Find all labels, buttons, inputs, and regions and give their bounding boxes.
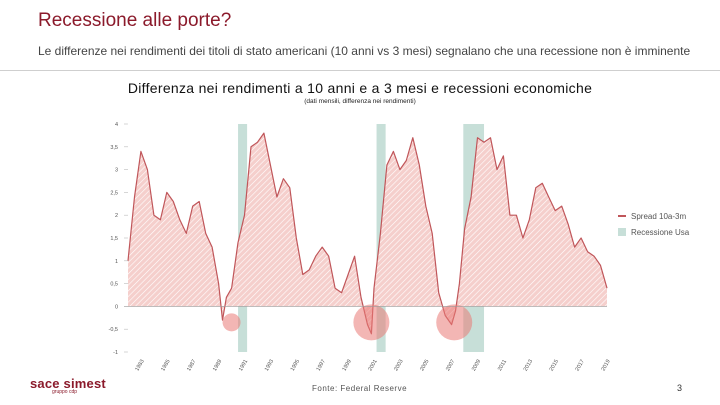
x-tick-label: 2009 [471,359,482,373]
logo-text: sace simest [30,376,106,391]
inversion-highlight-1 [222,313,241,332]
x-tick-label: 1983 [134,359,145,373]
chart-title: Differenza nei rendimenti a 10 anni e a … [127,80,593,96]
x-tick-label: 2015 [549,359,560,373]
x-tick-label: 1999 [342,359,353,373]
legend-item-spread: Spread 10a-3m [618,208,689,224]
page-number: 3 [677,383,683,393]
y-tick-label: 1 [115,259,118,265]
x-tick-label: 1993 [264,359,275,373]
legend-line-swatch [618,215,626,217]
x-tick-label: 2011 [497,359,508,372]
chart-subtitle: (dati mensili, differenza nei rendimenti… [304,98,416,105]
page-title: Recessione alle porte? [38,10,232,31]
y-tick-label: 3,5 [110,145,118,151]
legend-label-spread: Spread 10a-3m [631,211,687,221]
y-tick-label: -1 [113,350,118,356]
y-tick-label: 0 [115,304,118,310]
company-logo: sace simest gruppo cdp [30,376,106,395]
legend-item-recession: Recessione Usa [618,224,689,240]
x-tick-label: 1991 [238,359,249,373]
x-tick-label: 2005 [419,359,430,373]
x-tick-label: 1995 [290,359,301,373]
y-tick-label: 0,5 [110,282,118,288]
x-tick-label: 1997 [316,359,327,373]
x-tick-label: 2003 [393,359,404,373]
x-tick-label: 1985 [160,359,171,373]
x-tick-label: 2013 [523,359,534,373]
legend-label-recession: Recessione Usa [631,227,690,237]
page-subtitle: Le differenze nei rendimenti dei titoli … [38,44,691,58]
y-tick-label: 2,5 [110,190,118,196]
y-tick-label: 4 [115,122,118,128]
x-tick-label: 1989 [212,359,223,373]
source-note: Fonte: Federal Reserve [312,384,408,393]
y-tick-label: 3 [115,168,118,174]
inversion-highlight-2 [353,304,390,341]
y-tick-label: -0,5 [109,327,118,333]
x-tick-label: 1987 [186,359,197,373]
legend-box-swatch [618,228,626,236]
chart-legend: Spread 10a-3m Recessione Usa [618,208,689,240]
header-divider [0,70,720,71]
x-tick-label: 2001 [367,359,378,373]
x-tick-label: 2007 [445,359,456,373]
spread-area [128,133,607,334]
x-tick-label: 2017 [575,359,586,373]
logo-subtext: gruppo cdp [52,389,78,395]
y-tick-label: 1,5 [110,236,118,242]
y-tick-label: 2 [115,213,118,219]
inversion-highlight-3 [436,304,473,341]
x-tick-label: 2019 [600,359,611,373]
